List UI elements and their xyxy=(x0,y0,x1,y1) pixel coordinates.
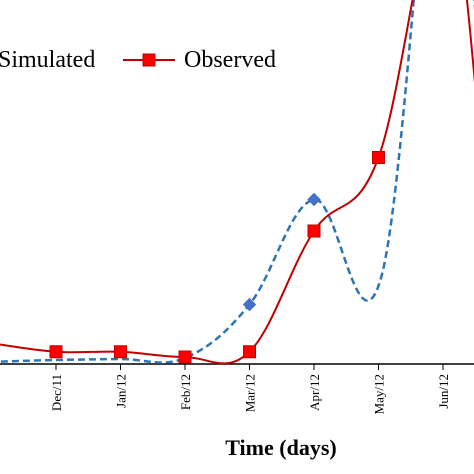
series-point-simulated xyxy=(307,192,321,207)
legend-marker-observed xyxy=(142,53,156,67)
x-tick-label: May/12 xyxy=(372,374,387,414)
x-ticks: Dec/11 Jan/12 Feb/12 Mar/12 Apr/12 May/12 Jun/… xyxy=(49,364,451,414)
legend: Simulated Observed xyxy=(0,47,276,73)
series-point-observed xyxy=(49,345,63,359)
x-tick-label: Apr/12 xyxy=(307,374,322,411)
legend-label-observed: Observed xyxy=(184,47,276,73)
series-point-observed xyxy=(178,350,192,364)
x-tick-label: Jan/12 xyxy=(114,374,129,408)
series-point-observed xyxy=(243,345,256,359)
series-layer xyxy=(0,0,474,365)
series-point-observed xyxy=(372,151,385,164)
x-tick-label: Mar/12 xyxy=(243,374,258,412)
x-tick-label: Jun/12 xyxy=(436,374,451,409)
series-point-observed xyxy=(114,345,127,359)
series-point-observed xyxy=(307,224,321,238)
x-tick-label: Feb/12 xyxy=(178,374,193,410)
x-axis-title: Time (days) xyxy=(225,435,336,460)
x-tick-label: Dec/11 xyxy=(49,374,64,411)
series-point-simulated xyxy=(242,297,257,312)
legend-label-simulated: Simulated xyxy=(0,47,95,73)
series-line-observed xyxy=(0,0,474,365)
